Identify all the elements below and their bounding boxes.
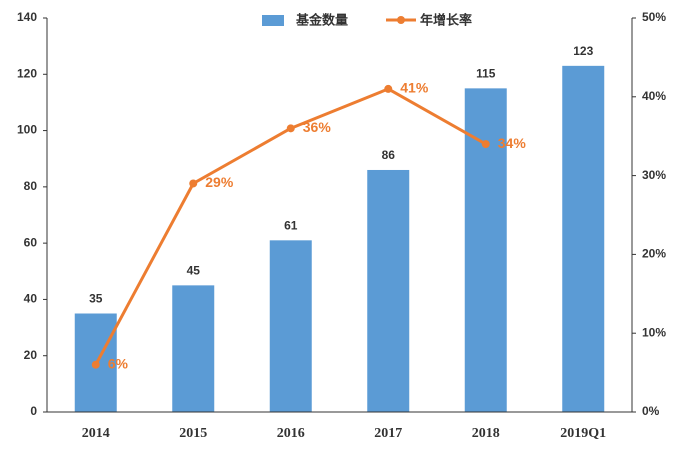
y2-tick-label: 20% (642, 247, 666, 261)
legend-label: 年增长率 (420, 12, 472, 27)
bar (269, 240, 312, 412)
bar (562, 65, 605, 412)
line-value-label: 41% (400, 80, 429, 96)
y2-tick-label: 10% (642, 325, 666, 339)
bar-value-label: 123 (573, 44, 593, 58)
y-tick-label: 120 (17, 66, 37, 80)
line-value-label: 36% (303, 119, 332, 135)
y2-tick-label: 0% (642, 404, 660, 418)
bar-value-label: 86 (382, 148, 396, 162)
line-point (481, 140, 490, 149)
line-point (189, 179, 198, 188)
y-tick-label: 20 (24, 348, 38, 362)
y2-tick-label: 50% (642, 10, 666, 24)
x-tick-label: 2016 (277, 426, 305, 441)
y-tick-label: 140 (17, 10, 37, 24)
bar-value-label: 35 (89, 292, 103, 306)
y-tick-label: 80 (24, 179, 38, 193)
bar (367, 169, 410, 412)
y-tick-label: 0 (30, 404, 37, 418)
y-tick-label: 40 (24, 292, 38, 306)
legend-swatch-dot (397, 16, 405, 24)
bar (172, 285, 215, 412)
y2-tick-label: 30% (642, 168, 666, 182)
y2-tick-label: 40% (642, 89, 666, 103)
x-tick-label: 2018 (472, 426, 500, 441)
line-value-label: 29% (205, 174, 234, 190)
legend-label: 基金数量 (295, 12, 348, 27)
line-point (286, 124, 295, 133)
line-point (384, 84, 393, 93)
x-tick-label: 2017 (374, 426, 402, 441)
x-tick-label: 2019Q1 (560, 426, 606, 441)
line-value-label: 6% (108, 355, 129, 371)
line-point (91, 360, 100, 369)
x-tick-label: 2015 (179, 426, 207, 441)
line-value-label: 34% (498, 135, 527, 151)
bar-value-label: 45 (187, 264, 201, 278)
y-tick-label: 60 (24, 235, 38, 249)
y-tick-label: 100 (17, 123, 37, 137)
bar-value-label: 61 (284, 219, 298, 233)
legend-swatch (262, 15, 284, 26)
x-tick-label: 2014 (82, 426, 110, 441)
bar-value-label: 115 (476, 67, 496, 81)
